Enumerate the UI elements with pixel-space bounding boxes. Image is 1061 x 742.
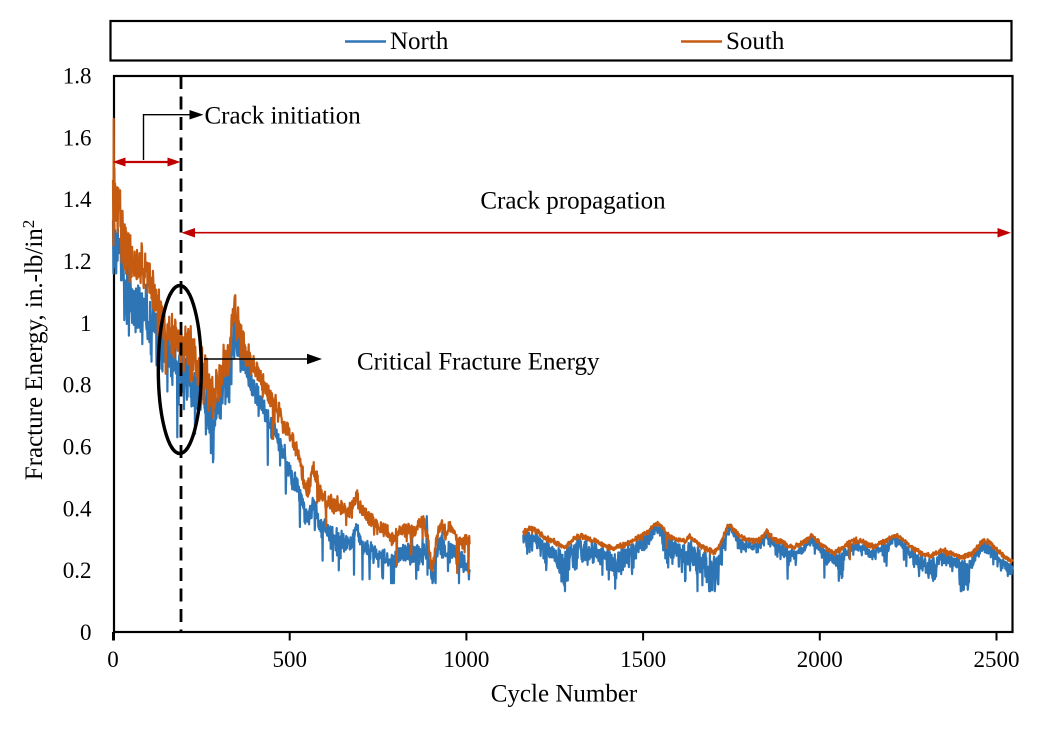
svg-text:0.8: 0.8 [63,373,92,398]
svg-text:1.8: 1.8 [63,64,92,89]
svg-text:Critical Fracture Energy: Critical Fracture Energy [357,349,600,376]
svg-text:South: South [726,28,785,55]
svg-text:Crack initiation: Crack initiation [205,103,362,130]
svg-text:1500: 1500 [620,647,666,672]
svg-text:North: North [390,28,449,55]
svg-text:2000: 2000 [797,647,843,672]
svg-text:Cycle Number: Cycle Number [491,681,638,708]
svg-text:0.6: 0.6 [63,435,92,460]
svg-text:0.4: 0.4 [63,496,92,521]
svg-text:0.2: 0.2 [63,558,92,583]
svg-text:1: 1 [80,311,92,336]
svg-text:0: 0 [80,620,92,645]
svg-text:500: 500 [272,647,307,672]
svg-text:1.4: 1.4 [63,187,92,212]
svg-text:0: 0 [107,647,119,672]
svg-text:Fracture Energy, in.-lb/in2: Fracture Energy, in.-lb/in2 [19,220,48,481]
svg-text:1.6: 1.6 [63,125,92,150]
svg-text:Crack propagation: Crack propagation [480,188,666,215]
svg-text:1.2: 1.2 [63,249,92,274]
svg-text:1000: 1000 [443,647,489,672]
svg-text:2500: 2500 [974,647,1020,672]
